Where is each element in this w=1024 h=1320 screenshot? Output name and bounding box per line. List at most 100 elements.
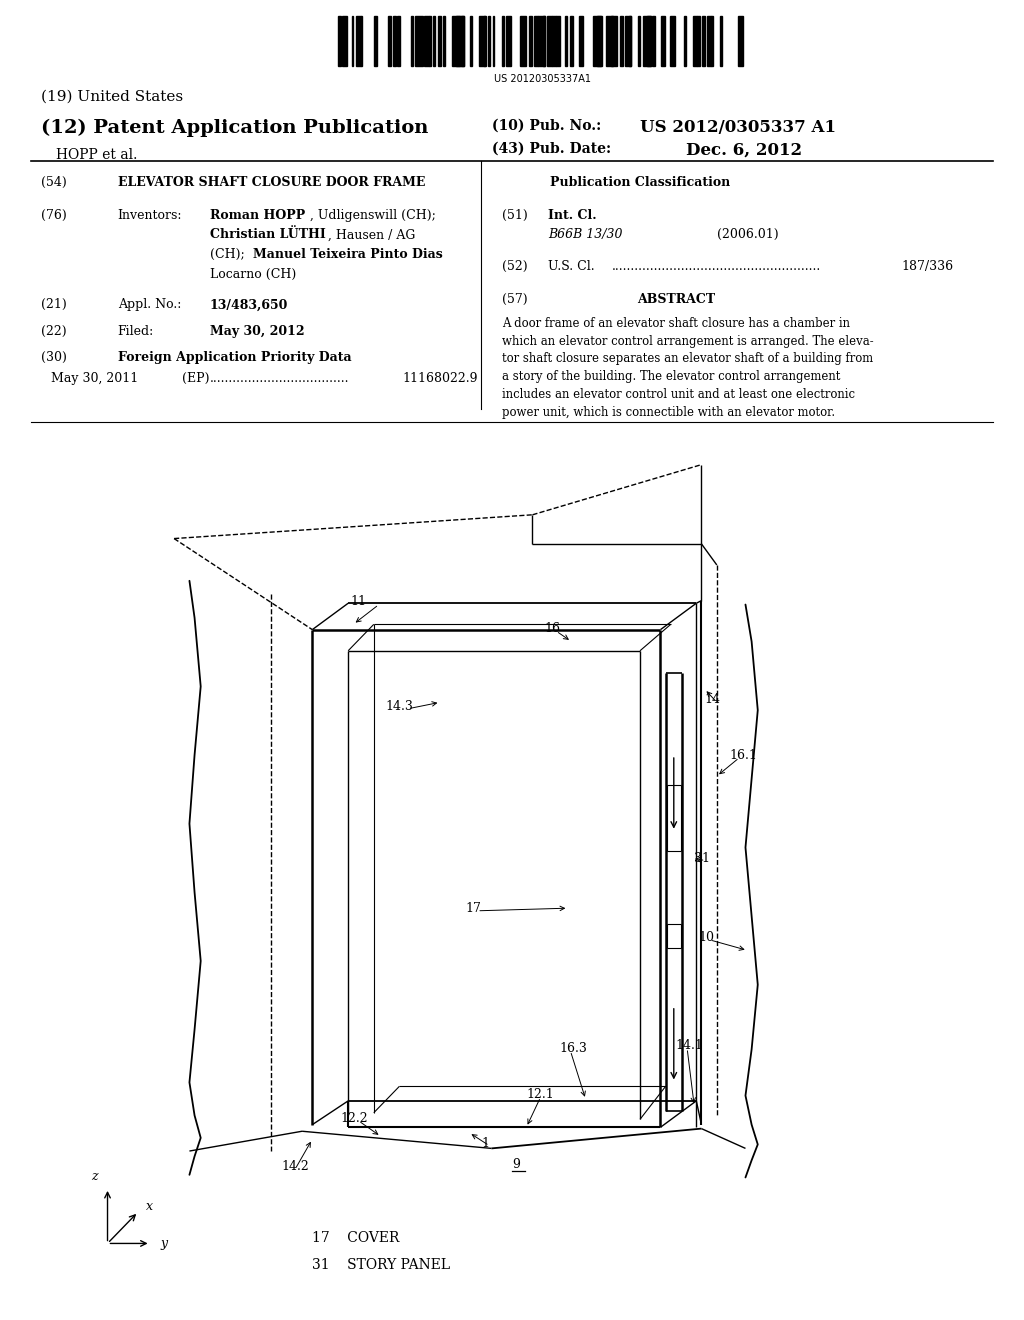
Bar (356, 16, 360, 66)
Text: May 30, 2012: May 30, 2012 (210, 325, 304, 338)
Text: (CH);: (CH); (210, 248, 249, 261)
Text: 31    STORY PANEL: 31 STORY PANEL (312, 1258, 451, 1271)
Bar (488, 16, 489, 66)
Text: (43) Pub. Date:: (43) Pub. Date: (492, 141, 610, 156)
Text: a story of the building. The elevator control arrangement: a story of the building. The elevator co… (502, 370, 840, 383)
Text: Dec. 6, 2012: Dec. 6, 2012 (686, 141, 802, 158)
Text: 16: 16 (545, 622, 561, 635)
Bar (638, 16, 640, 66)
Text: 16.3: 16.3 (559, 1041, 587, 1055)
Bar (424, 16, 429, 66)
Bar (670, 16, 675, 66)
Text: 17    COVER: 17 COVER (312, 1232, 399, 1245)
Bar (684, 16, 686, 66)
Text: HOPP et al.: HOPP et al. (56, 148, 137, 162)
Text: Locarno (CH): Locarno (CH) (210, 268, 296, 281)
Text: ......................................................: ........................................… (612, 260, 821, 273)
Bar (702, 16, 705, 66)
Text: power unit, which is connectible with an elevator motor.: power unit, which is connectible with an… (502, 407, 835, 418)
Bar (429, 16, 431, 66)
Text: (EP): (EP) (182, 372, 210, 385)
Text: includes an elevator control unit and at least one electronic: includes an elevator control unit and at… (502, 388, 855, 401)
Bar (351, 16, 353, 66)
Bar (493, 16, 495, 66)
Text: 14.2: 14.2 (282, 1160, 309, 1173)
Text: ....................................: .................................... (210, 372, 349, 385)
Text: (76): (76) (41, 209, 67, 222)
Text: 187/336: 187/336 (901, 260, 953, 273)
Text: U.S. Cl.: U.S. Cl. (548, 260, 595, 273)
Text: 13/483,650: 13/483,650 (210, 298, 289, 312)
Text: (51): (51) (502, 209, 527, 222)
Text: (2006.01): (2006.01) (717, 228, 778, 242)
Bar (506, 16, 511, 66)
Text: 9: 9 (512, 1158, 520, 1171)
Bar (707, 16, 711, 66)
Text: which an elevator control arrangement is arranged. The eleva-: which an elevator control arrangement is… (502, 335, 873, 347)
Bar (552, 16, 556, 66)
Bar (547, 16, 552, 66)
Bar (580, 16, 583, 66)
Bar (470, 16, 472, 66)
Bar (397, 16, 399, 66)
Text: US 2012/0305337 A1: US 2012/0305337 A1 (640, 119, 836, 136)
Bar (483, 16, 486, 66)
Bar (342, 16, 347, 66)
Bar (662, 16, 665, 66)
Text: B66B 13/30: B66B 13/30 (548, 228, 623, 242)
Text: 14: 14 (705, 693, 721, 706)
Text: Int. Cl.: Int. Cl. (548, 209, 596, 222)
Bar (461, 16, 465, 66)
Bar (529, 16, 531, 66)
Bar (520, 16, 526, 66)
Bar (720, 16, 722, 66)
Text: 11168022.9: 11168022.9 (402, 372, 478, 385)
Text: Foreign Application Priority Data: Foreign Application Priority Data (118, 351, 351, 364)
Bar (433, 16, 435, 66)
Text: , Udligenswill (CH);: , Udligenswill (CH); (310, 209, 436, 222)
Bar (693, 16, 697, 66)
Text: 1: 1 (481, 1137, 489, 1150)
Text: 16.1: 16.1 (729, 748, 757, 762)
Bar (647, 16, 651, 66)
Bar (570, 16, 572, 66)
Text: ELEVATOR SHAFT CLOSURE DOOR FRAME: ELEVATOR SHAFT CLOSURE DOOR FRAME (118, 176, 425, 189)
Bar (697, 16, 700, 66)
Bar (621, 16, 623, 66)
Text: (52): (52) (502, 260, 527, 273)
Bar (556, 16, 560, 66)
Text: (10) Pub. No.:: (10) Pub. No.: (492, 119, 601, 133)
Bar (411, 16, 413, 66)
Text: Manuel Teixeira Pinto Dias: Manuel Teixeira Pinto Dias (253, 248, 442, 261)
Text: (30): (30) (41, 351, 67, 364)
Bar (643, 16, 651, 66)
Text: ABSTRACT: ABSTRACT (637, 293, 715, 306)
Text: 17: 17 (466, 902, 482, 915)
Text: (21): (21) (41, 298, 67, 312)
Text: (19) United States: (19) United States (41, 90, 183, 104)
Bar (738, 16, 743, 66)
Text: Filed:: Filed: (118, 325, 154, 338)
Text: US 20120305337A1: US 20120305337A1 (495, 74, 591, 84)
Text: x: x (146, 1200, 154, 1213)
Bar (457, 16, 465, 66)
Text: y: y (161, 1237, 168, 1250)
Bar (338, 16, 341, 66)
Text: (22): (22) (41, 325, 67, 338)
Text: (12) Patent Application Publication: (12) Patent Application Publication (41, 119, 428, 137)
Text: Roman HOPP: Roman HOPP (210, 209, 305, 222)
Text: z: z (91, 1170, 97, 1183)
Text: May 30, 2011: May 30, 2011 (51, 372, 138, 385)
Bar (416, 16, 424, 66)
Bar (442, 16, 445, 66)
Text: (54): (54) (41, 176, 67, 189)
Text: 10: 10 (698, 931, 715, 944)
Bar (452, 16, 460, 66)
Bar (375, 16, 377, 66)
Bar (534, 16, 539, 66)
Text: 12.2: 12.2 (340, 1111, 368, 1125)
Bar (597, 16, 602, 66)
Text: Appl. No.:: Appl. No.: (118, 298, 181, 312)
Bar (711, 16, 713, 66)
Bar (652, 16, 654, 66)
